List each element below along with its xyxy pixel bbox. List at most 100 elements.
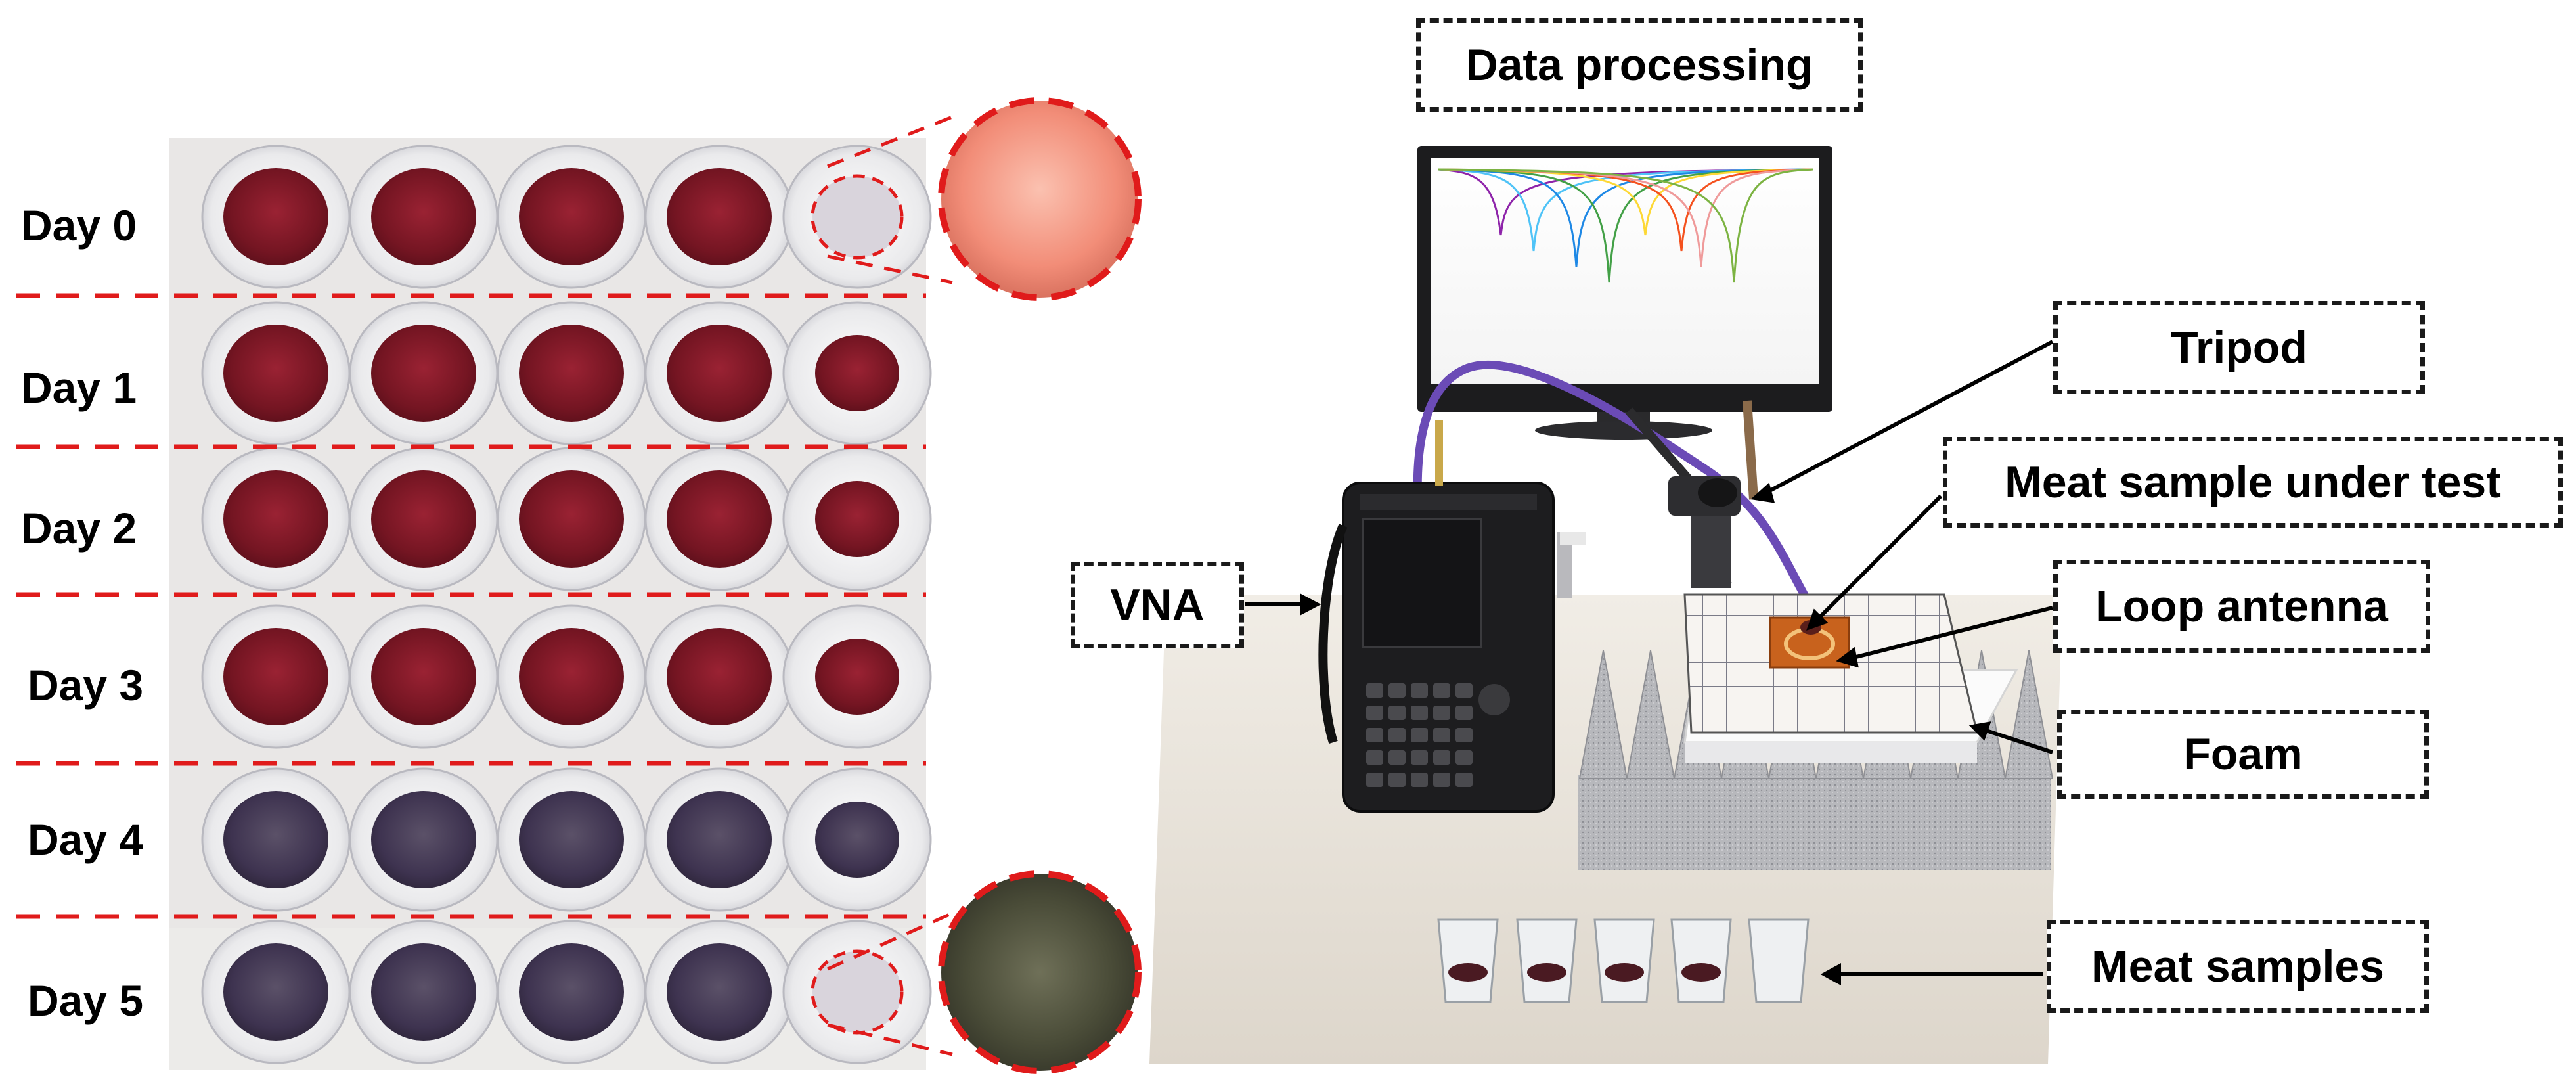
tripod [1625,400,1758,588]
meat-patty [371,791,476,888]
vna-key [1455,706,1473,720]
day-2-label: Day 2 [21,504,137,553]
trace [1438,168,1813,236]
sample-dish [201,301,351,445]
meat-patty [223,628,328,725]
meat-patty [815,802,899,878]
meat-patty [519,325,624,422]
meat-patty [667,628,772,725]
day-1-label: Day 1 [21,363,137,412]
foam-label: Foam [2057,710,2429,799]
vna-screen [1362,518,1482,648]
sample-dish [497,767,646,912]
cup-meat [1527,963,1566,982]
meat-patty [667,791,772,888]
trace [1438,168,1813,267]
foam-pyramid [1578,650,1628,779]
vna-key [1433,773,1450,787]
vna-key [1366,773,1383,787]
vna-key [1388,773,1406,787]
arrow-loop-antenna [1850,606,2053,660]
vna-key [1366,728,1383,742]
vna-key [1455,683,1473,698]
meat-patty [223,791,328,888]
zoom-spoiled-meat [941,874,1138,1071]
sample-dish [497,301,646,445]
vna-knob [1478,684,1510,715]
meat-patty [371,628,476,725]
monitor [1417,146,1832,440]
monitor-screen [1431,158,1819,384]
arrowhead [1750,482,1775,503]
meat-patty [667,943,772,1041]
trace [1438,168,1813,283]
sample-dish [497,447,646,591]
sample-cup [1748,918,1810,1003]
sample-dish [497,145,646,289]
sample-dish [349,447,499,591]
meat-patty [371,943,476,1041]
foam-pyramid [1626,650,1676,779]
rf-cable [1413,360,1813,607]
meat-patty [519,628,624,725]
vna-key [1411,683,1428,698]
meat-sample-under-test-label: Meat sample under test [1943,437,2563,528]
arrowhead [1300,593,1321,616]
sample-dish [201,447,351,591]
sample-dish [644,920,794,1064]
vna-key [1388,728,1406,742]
vna-key [1455,728,1473,742]
sample-cup [1516,918,1578,1003]
arrow-meat-sample [1814,494,1943,623]
sample-dish [201,604,351,749]
dish-rows [201,145,932,1064]
sample-dish [644,145,794,289]
vna-label: VNA [1071,562,1244,648]
sample-dish [201,920,351,1064]
vna-key [1388,683,1406,698]
trace [1438,168,1813,267]
sample-dish [782,301,932,445]
meat-patty [519,470,624,568]
meat-patty [667,325,772,422]
cup-meat [1448,963,1488,982]
vna-key [1455,773,1473,787]
meat-samples-label: Meat samples [2047,920,2429,1013]
meat-patty [519,168,624,265]
vna-key [1388,750,1406,765]
row-separators [16,293,926,919]
meat-patty [519,943,624,1041]
meat-patty [815,335,899,411]
loop-antenna-label: Loop antenna [2053,560,2430,653]
sample-dish [782,920,932,1064]
loop-antenna [1769,616,1850,669]
trace [1438,168,1813,252]
highlighted-sample [811,174,904,260]
sample-dish [349,145,499,289]
zoom-callout-spoiled [826,870,1142,1074]
highlighted-sample [811,949,904,1035]
sample-cup [1670,918,1732,1003]
vna-key [1366,750,1383,765]
meat-patty [371,470,476,568]
vna-key [1433,728,1450,742]
meat-patty [667,168,772,265]
vna-key [1411,773,1428,787]
sample-dish [497,920,646,1064]
meat-patty [371,168,476,265]
vna-key [1366,683,1383,698]
sample-dish [644,604,794,749]
day-3-label: Day 3 [28,661,144,710]
meat-patty [519,791,624,888]
meat-patty [223,168,328,265]
day-0-label: Day 0 [21,201,137,250]
meat-patty [815,639,899,715]
vna-key [1388,706,1406,720]
meat-patty [223,943,328,1041]
meat-patty [371,325,476,422]
vna-key [1411,750,1428,765]
meat-sample-cups [1437,918,1810,1003]
sample-cup [1437,918,1499,1003]
sample-dish [644,301,794,445]
